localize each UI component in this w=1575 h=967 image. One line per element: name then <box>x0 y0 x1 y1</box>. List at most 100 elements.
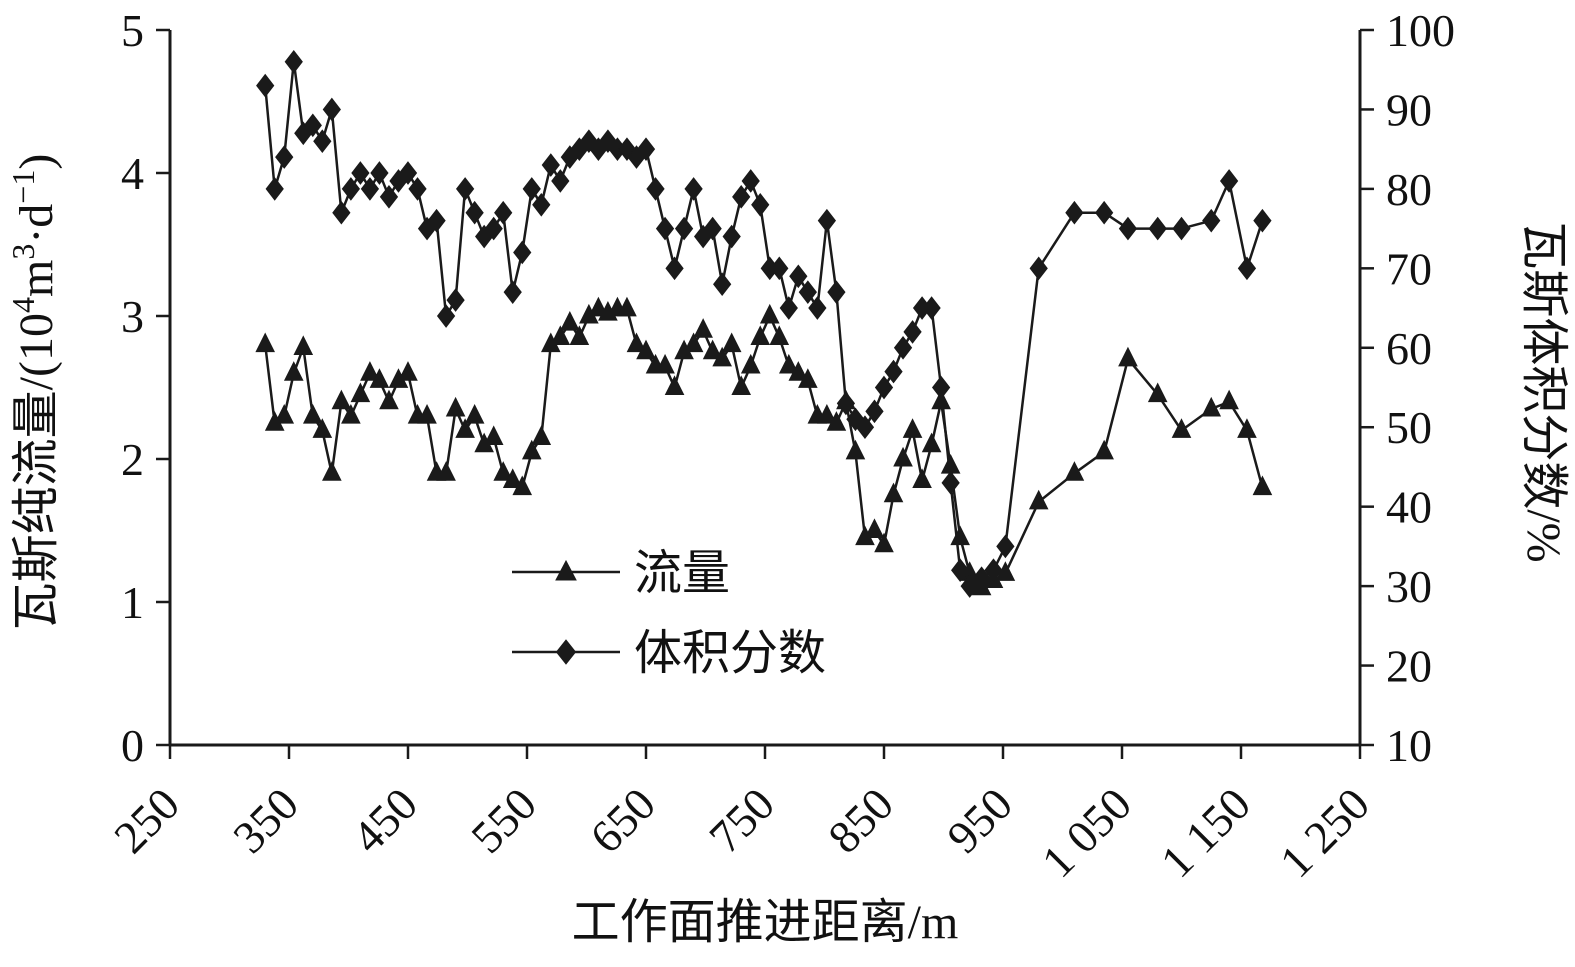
flow-point-marker <box>626 332 647 353</box>
left-y-tick-label: 1 <box>121 577 144 628</box>
flow-point-marker <box>360 361 380 381</box>
left-y-tick-label: 3 <box>121 291 144 342</box>
volume-fraction-point-marker <box>541 153 560 177</box>
flow-point-marker <box>826 411 847 431</box>
flow-point-marker <box>302 403 323 424</box>
volume-fraction-point-marker <box>855 415 875 440</box>
right-y-axis-title: 瓦斯体积分数/% <box>1517 221 1570 562</box>
flow-point-marker <box>788 361 809 381</box>
volume-fraction-point-marker <box>951 558 970 583</box>
flow-point-marker <box>693 318 713 338</box>
flow-point-marker <box>1252 475 1273 496</box>
volume-fraction-point-marker <box>446 288 465 312</box>
volume-fraction-point-marker <box>1029 256 1048 281</box>
flow-point-marker <box>950 525 970 546</box>
volume-fraction-point-marker <box>817 208 837 233</box>
volume-fraction-point-marker <box>713 272 732 297</box>
volume-fraction-point-marker <box>303 113 322 138</box>
volume-fraction-point-marker <box>655 216 675 241</box>
x-axis-title: 工作面推进距离/m <box>572 896 959 949</box>
volume-fraction-point-marker <box>1237 256 1257 281</box>
volume-fraction-series-line <box>263 60 1264 588</box>
flow-point-marker <box>883 482 904 503</box>
x-tick-label: 1 050 <box>1032 778 1141 887</box>
volume-fraction-point-marker <box>398 161 418 185</box>
volume-fraction-point-marker <box>1148 216 1167 241</box>
volume-fraction-point-marker <box>284 49 303 74</box>
x-tick-label: 850 <box>818 778 903 863</box>
volume-fraction-point-marker <box>779 296 798 320</box>
flow-point-marker <box>417 403 437 424</box>
volume-fraction-point-marker <box>522 177 541 201</box>
flow-point-marker <box>617 296 637 317</box>
volume-fraction-point-marker <box>275 145 294 169</box>
flow-point-marker <box>445 396 466 417</box>
volume-fraction-point-marker <box>1118 216 1138 241</box>
flow-point-marker <box>874 532 894 553</box>
flow-point-marker <box>845 439 866 460</box>
flow-point-marker <box>1028 489 1049 510</box>
legend-label-flow: 流量 <box>634 547 730 600</box>
volume-fraction-point-marker <box>996 534 1015 559</box>
flow-point-marker <box>778 353 799 374</box>
volume-fraction-point-marker <box>1202 208 1221 233</box>
volume-fraction-point-marker <box>427 208 446 233</box>
volume-fraction-point-marker <box>360 177 380 201</box>
volume-fraction-point-marker <box>836 391 856 416</box>
volume-fraction-point-marker <box>494 200 513 225</box>
left-y-axis-title: 瓦斯纯流量/(104m3·d−1) <box>5 154 63 631</box>
volume-fraction-point-marker <box>503 280 522 304</box>
flow-point-marker <box>1201 396 1222 417</box>
flow-point-marker <box>502 468 523 488</box>
volume-fraction-point-marker <box>1219 169 1239 193</box>
flow-point-marker <box>255 332 276 353</box>
volume-fraction-point-marker <box>808 296 827 320</box>
volume-fraction-point-marker <box>684 177 703 201</box>
volume-fraction-point-marker <box>408 177 427 201</box>
volume-fraction-point-marker <box>1172 216 1191 241</box>
legend-entry-volume-fraction: 体积分数 <box>512 627 826 680</box>
flow-point-marker <box>531 425 552 446</box>
volume-fraction-point-marker <box>893 335 913 360</box>
volume-fraction-point-marker <box>722 224 741 249</box>
volume-fraction-point-marker <box>322 97 341 122</box>
volume-fraction-point-marker <box>379 185 399 209</box>
volume-fraction-point-marker <box>941 471 960 495</box>
right-y-tick-label: 70 <box>1386 243 1432 294</box>
flow-point-marker <box>740 353 761 374</box>
legend-entry-flow: 流量 <box>512 547 730 600</box>
volume-fraction-point-marker <box>636 137 656 161</box>
flow-point-marker <box>312 418 333 438</box>
x-tick-label: 650 <box>580 778 665 863</box>
x-tick-label: 350 <box>223 778 308 863</box>
x-tick-label: 1 150 <box>1151 778 1260 887</box>
flow-point-marker <box>274 403 295 424</box>
volume-fraction-point-marker <box>972 566 991 590</box>
flow-point-marker <box>341 403 361 424</box>
volume-fraction-point-marker <box>532 192 551 217</box>
flow-point-marker <box>322 461 342 481</box>
flow-point-marker <box>521 439 542 460</box>
flow-point-marker <box>283 361 304 381</box>
volume-fraction-point-marker <box>513 240 532 265</box>
volume-fraction-point-marker <box>703 216 722 241</box>
right-y-tick-label: 80 <box>1386 164 1432 215</box>
flow-point-marker <box>455 418 475 438</box>
flow-point-marker <box>664 375 685 395</box>
volume-fraction-point-marker <box>484 216 503 241</box>
flow-point-marker <box>1118 346 1138 367</box>
left-y-tick-label: 2 <box>121 434 144 485</box>
right-y-tick-label: 100 <box>1386 5 1455 56</box>
triangle-marker-icon <box>555 559 577 581</box>
flow-point-marker <box>817 403 837 424</box>
flow-point-marker <box>712 346 732 367</box>
flow-point-marker <box>398 361 418 381</box>
volume-fraction-point-marker <box>770 256 789 281</box>
flow-point-marker <box>759 303 780 324</box>
volume-fraction-point-marker <box>903 320 922 344</box>
x-tick-label: 750 <box>699 778 784 863</box>
volume-fraction-point-marker <box>865 399 884 424</box>
volume-fraction-point-marker <box>465 200 484 225</box>
volume-fraction-point-marker <box>732 185 751 209</box>
